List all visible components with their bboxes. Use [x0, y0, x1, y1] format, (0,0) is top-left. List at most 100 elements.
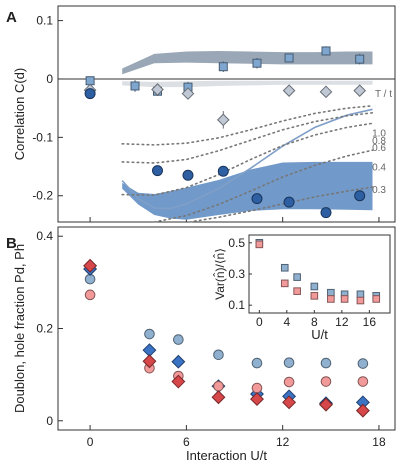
data-point — [321, 46, 331, 56]
data-point — [283, 357, 295, 368]
theory-band-2 — [122, 161, 373, 220]
inset-y-tick-label: 0.1 — [228, 298, 245, 312]
y-tick-label: 0 — [46, 414, 53, 428]
data-point — [83, 258, 98, 273]
theory-band-0 — [122, 51, 373, 75]
data-point — [327, 288, 335, 297]
panel-b-inset: 0.1 0.3 0.5 0 4 8 12 16 U/t Var(n̂)/⟨n̂⟩ — [212, 234, 391, 342]
data-point — [85, 76, 95, 86]
curve-legend-title: T / t — [375, 89, 392, 100]
inset-y-axis-label: Var(n̂)/⟨n̂⟩ — [212, 248, 227, 300]
dotted-curve — [121, 112, 374, 164]
data-point — [355, 54, 365, 64]
data-point — [216, 113, 230, 127]
curve-label: 1.0 — [372, 128, 386, 139]
data-point — [84, 289, 96, 301]
dotted-curve — [121, 122, 374, 196]
theory-curve — [121, 108, 373, 210]
data-point — [142, 354, 157, 369]
data-point — [372, 295, 381, 303]
data-point — [144, 328, 155, 340]
data-point — [255, 240, 264, 249]
data-point — [353, 84, 367, 97]
inset-x-tick-label: 12 — [335, 315, 349, 329]
data-point — [284, 53, 294, 63]
y-axis-label: Doublon, hole fraction Pd, Ph — [12, 244, 27, 413]
data-point — [282, 395, 297, 410]
series-diamond — [83, 258, 370, 418]
data-point — [251, 382, 263, 394]
data-point — [151, 165, 163, 177]
y-tick-label: 0.4 — [36, 229, 53, 243]
data-point — [320, 376, 332, 387]
panel-label-b: B — [6, 235, 17, 252]
data-point — [357, 376, 369, 387]
data-point — [293, 287, 301, 295]
y-tick-label: 0.2 — [36, 322, 53, 336]
inset-series — [255, 240, 381, 305]
y-tick-label: 0.1 — [36, 14, 53, 28]
data-point — [356, 290, 365, 299]
data-point — [250, 392, 264, 407]
data-point — [173, 334, 184, 345]
data-point — [182, 169, 194, 181]
data-point — [218, 62, 228, 72]
data-point — [217, 165, 229, 177]
data-point — [280, 279, 289, 288]
y-tick-label: -0.2 — [32, 189, 53, 203]
series-circle — [84, 88, 366, 219]
data-point — [211, 390, 226, 405]
inset-x-tick-label: 0 — [256, 315, 263, 329]
plot-frame — [57, 5, 396, 223]
data-point — [251, 357, 263, 369]
data-point — [283, 376, 295, 388]
inset-y-tick-label: 0.3 — [228, 267, 245, 281]
series-diamond — [83, 83, 367, 129]
data-point — [327, 295, 335, 303]
inset-y-tick-label: 0.5 — [228, 236, 245, 250]
data-point — [293, 273, 301, 281]
inset-x-axis-label: U/t — [311, 327, 328, 342]
data-point — [252, 58, 262, 68]
data-point — [320, 357, 332, 369]
x-axis-label: Interaction U/t — [186, 448, 267, 463]
data-point — [356, 296, 365, 305]
data-point — [171, 374, 186, 389]
x-tick-label: 6 — [183, 435, 190, 449]
y-axis-label: Correlation C(d) — [12, 68, 27, 160]
y-tick-label: 0 — [46, 72, 53, 86]
data-point — [283, 196, 295, 208]
panel-label-a: A — [6, 9, 17, 26]
dotted-curve — [188, 186, 374, 223]
inset-x-tick-label: 4 — [283, 315, 290, 329]
data-point — [320, 207, 332, 219]
x-tick-label: 18 — [372, 435, 386, 449]
panel-a: A 0.1 0 -0.1 -0.2 T / t 1.00.80.6 0.4 0.3 Correla… — [6, 5, 396, 223]
y-tick-label: -0.1 — [32, 130, 53, 144]
data-point — [354, 190, 366, 202]
data-point — [213, 349, 224, 361]
inset-frame — [248, 234, 391, 314]
data-point — [355, 403, 370, 418]
curve-label: 0.4 — [372, 163, 386, 174]
x-tick-label: 12 — [276, 435, 290, 449]
data-point — [130, 81, 140, 91]
curve-label: 0.3 — [372, 185, 386, 196]
dotted-curve — [121, 105, 374, 146]
data-point — [213, 380, 224, 392]
inset-x-tick-label: 8 — [311, 315, 318, 329]
x-tick-label: 0 — [87, 435, 94, 449]
data-point — [319, 397, 333, 412]
data-point — [319, 85, 333, 99]
data-point — [84, 88, 96, 100]
data-point — [280, 263, 289, 272]
curve-label: 0.8 — [372, 136, 386, 147]
curve-label: 0.6 — [372, 143, 386, 154]
inset-x-tick-label: 16 — [363, 315, 377, 329]
data-point — [171, 354, 186, 369]
data-point — [340, 295, 349, 303]
data-point — [251, 193, 263, 205]
data-point — [181, 87, 195, 100]
data-point — [310, 282, 319, 291]
